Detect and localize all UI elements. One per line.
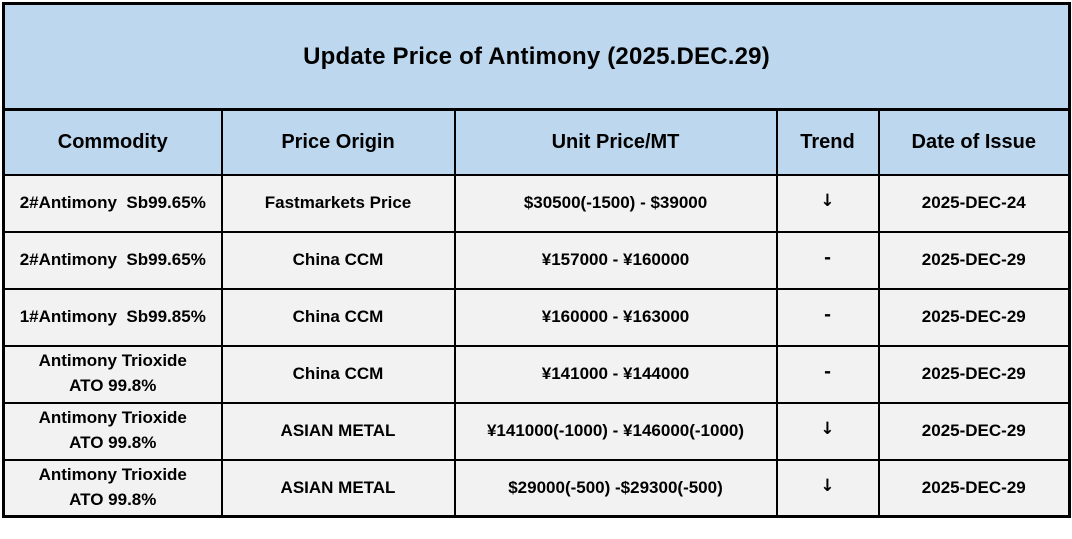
page-title: Update Price of Antimony (2025.DEC.29) <box>2 2 1071 111</box>
trend-down-arrow-icon: ↓ <box>775 401 880 461</box>
column-header-trend: Trend <box>775 108 880 176</box>
price-origin-cell: China CCM <box>220 344 456 404</box>
commodity-cell: 2#Antimony Sb99.65% <box>2 173 223 233</box>
trend-dash-icon: - <box>775 344 880 404</box>
commodity-cell: Antimony Trioxide ATO 99.8% <box>2 401 223 461</box>
antimony-price-table: Update Price of Antimony (2025.DEC.29) C… <box>2 2 1072 518</box>
table-row: Antimony Trioxide ATO 99.8% China CCM ¥1… <box>2 344 1071 404</box>
date-of-issue-cell: 2025-DEC-29 <box>877 344 1071 404</box>
price-origin-cell: ASIAN METAL <box>220 458 456 518</box>
table-row: 2#Antimony Sb99.65% China CCM ¥157000 - … <box>2 230 1071 290</box>
unit-price-cell: ¥141000(-1000) - ¥146000(-1000) <box>453 401 778 461</box>
title-row: Update Price of Antimony (2025.DEC.29) <box>2 2 1071 111</box>
date-of-issue-cell: 2025-DEC-29 <box>877 401 1071 461</box>
column-header-commodity: Commodity <box>2 108 223 176</box>
column-header-unit-price: Unit Price/MT <box>453 108 778 176</box>
trend-down-arrow-icon: ↓ <box>775 173 880 233</box>
date-of-issue-cell: 2025-DEC-29 <box>877 230 1071 290</box>
price-origin-cell: China CCM <box>220 230 456 290</box>
table-row: 1#Antimony Sb99.85% China CCM ¥160000 - … <box>2 287 1071 347</box>
commodity-cell: Antimony Trioxide ATO 99.8% <box>2 344 223 404</box>
date-of-issue-cell: 2025-DEC-29 <box>877 458 1071 518</box>
trend-dash-icon: - <box>775 287 880 347</box>
price-origin-cell: ASIAN METAL <box>220 401 456 461</box>
column-header-price-origin: Price Origin <box>220 108 456 176</box>
date-of-issue-cell: 2025-DEC-29 <box>877 287 1071 347</box>
table-row: Antimony Trioxide ATO 99.8% ASIAN METAL … <box>2 401 1071 461</box>
table-row: Antimony Trioxide ATO 99.8% ASIAN METAL … <box>2 458 1071 518</box>
unit-price-cell: ¥157000 - ¥160000 <box>453 230 778 290</box>
commodity-cell: 1#Antimony Sb99.85% <box>2 287 223 347</box>
table-row: 2#Antimony Sb99.65% Fastmarkets Price $3… <box>2 173 1071 233</box>
unit-price-cell: ¥160000 - ¥163000 <box>453 287 778 347</box>
unit-price-cell: $29000(-500) -$29300(-500) <box>453 458 778 518</box>
price-origin-cell: China CCM <box>220 287 456 347</box>
commodity-cell: Antimony Trioxide ATO 99.8% <box>2 458 223 518</box>
column-header-row: Commodity Price Origin Unit Price/MT Tre… <box>2 108 1071 176</box>
price-origin-cell: Fastmarkets Price <box>220 173 456 233</box>
commodity-cell: 2#Antimony Sb99.65% <box>2 230 223 290</box>
trend-down-arrow-icon: ↓ <box>775 458 880 518</box>
date-of-issue-cell: 2025-DEC-24 <box>877 173 1071 233</box>
trend-dash-icon: - <box>775 230 880 290</box>
column-header-date-of-issue: Date of Issue <box>877 108 1071 176</box>
unit-price-cell: $30500(-1500) - $39000 <box>453 173 778 233</box>
unit-price-cell: ¥141000 - ¥144000 <box>453 344 778 404</box>
